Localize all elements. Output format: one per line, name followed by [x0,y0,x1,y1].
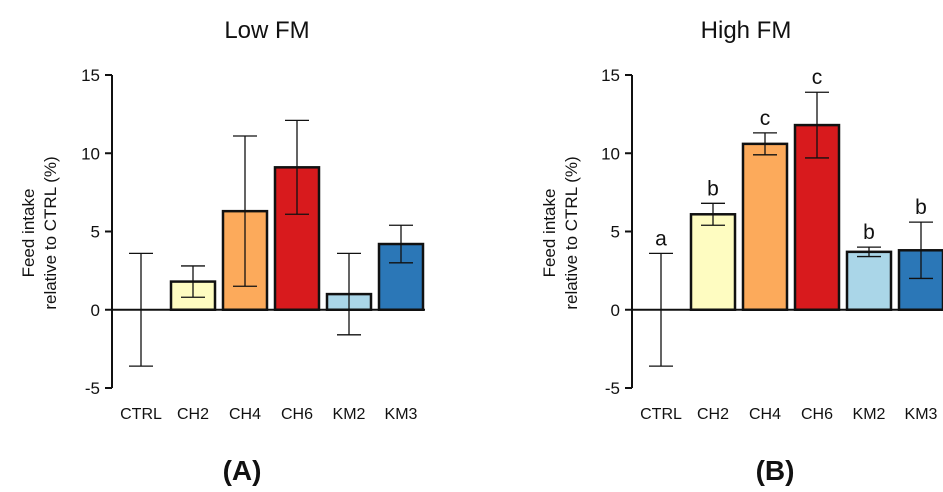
error-bar-ch6 [285,119,309,215]
y-tick-label: 5 [611,223,620,242]
x-tick-label: KM3 [385,406,418,423]
x-tick-label: KM3 [905,406,938,423]
bar-km2 [845,250,893,311]
y-axis-label-line-2: relative to CTRL (%) [41,156,60,309]
y-tick-label: -5 [605,379,620,398]
y-tick-label: 10 [81,144,100,163]
error-bar-km3 [909,221,933,280]
panel-label: (A) [223,455,262,486]
y-axis-label-line-1: Feed intake [19,189,38,278]
x-tick-label: CH6 [801,406,833,423]
error-bar-ch4 [753,132,777,156]
panel-label: (B) [756,455,795,486]
chart-high-fm: High FM Feed intake relative to CTRL (%)… [540,17,943,486]
error-bar-ctrl [129,252,153,367]
x-tick-label: CH6 [281,406,313,423]
y-tick-label: 15 [601,66,620,85]
y-tick-label: 0 [611,301,620,320]
x-tick-label: KM2 [333,406,366,423]
significance-letter: c [760,107,771,130]
error-bar-km3 [389,224,413,264]
error-bar-ch6 [805,91,829,159]
plot-area: -5 0 5 10 15 CTRL CH2 CH4 CH6 KM2 KM3 [81,66,425,423]
bar-ch6 [273,166,321,311]
error-bar-km2 [857,246,881,258]
y-axis-label-line-1: Feed intake [540,189,559,278]
chart-title: High FM [701,17,792,44]
significance-letter: c [812,66,823,89]
chart-low-fm: Low FM Feed intake relative to CTRL (%) … [19,17,425,486]
chart-title: Low FM [224,17,309,44]
significance-letter: b [863,221,875,244]
bar-ch2 [689,213,737,311]
x-tick-label: CH2 [177,406,209,423]
significance-letter: b [915,196,927,219]
x-tick-label: CTRL [640,406,682,423]
error-bar-km2 [337,252,361,336]
x-tick-label: CTRL [120,406,162,423]
y-axis-label-line-2: relative to CTRL (%) [562,156,581,309]
significance-letter: b [707,177,719,200]
y-tick-label: 5 [91,223,100,242]
y-tick-label: 10 [601,144,620,163]
plot-area: -5 0 5 10 15 CTRL a CH2 b CH4 c CH6 c KM2 b KM3 b [601,66,943,423]
x-tick-label: CH2 [697,406,729,423]
y-tick-label: 15 [81,66,100,85]
error-bar-ch4 [233,135,257,287]
error-bar-ctrl [649,252,673,367]
y-tick-label: -5 [85,379,100,398]
y-tick-label: 0 [91,301,100,320]
x-tick-label: CH4 [749,406,781,423]
x-tick-label: KM2 [853,406,886,423]
error-bar-ch2 [181,265,205,298]
bar-ch4 [741,142,789,311]
significance-letter: a [655,227,667,250]
error-bar-ch2 [701,202,725,226]
x-tick-label: CH4 [229,406,261,423]
